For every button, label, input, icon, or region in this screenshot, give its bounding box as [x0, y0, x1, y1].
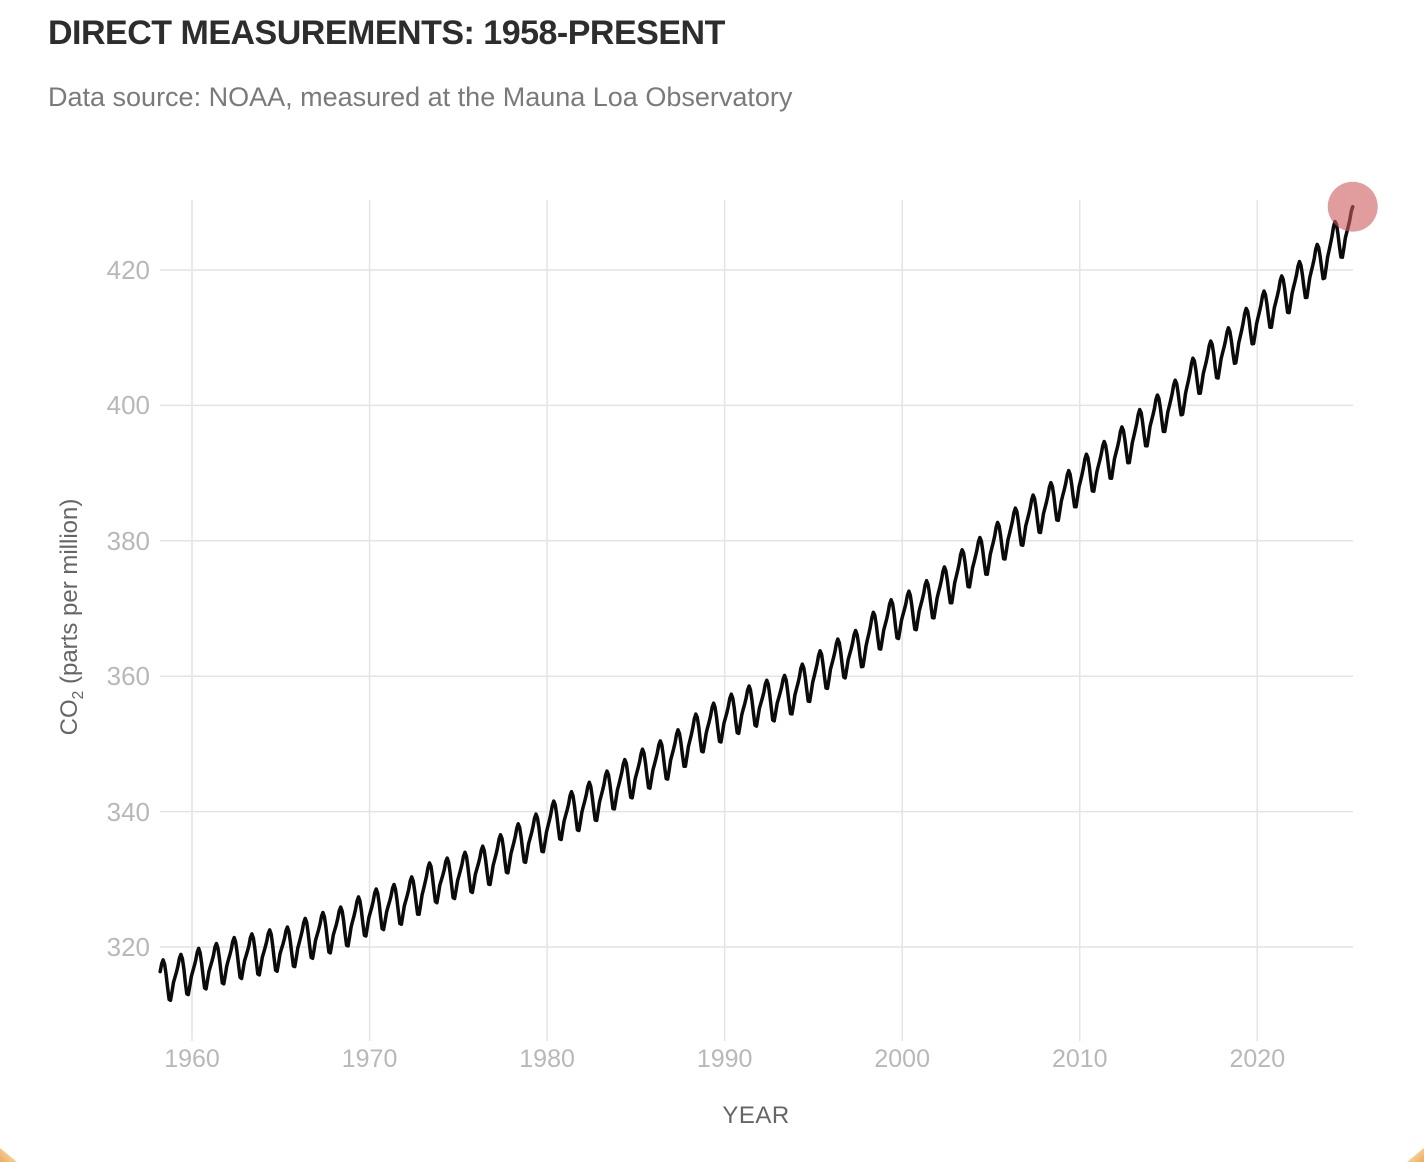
y-axis-title-suffix: (parts per million): [56, 498, 84, 691]
y-axis-title-subscript: 2: [69, 690, 87, 700]
y-axis-title: CO2 (parts per million): [56, 499, 88, 736]
y-tick-label: 360: [106, 661, 150, 692]
data-source-subtitle: Data source: NOAA, measured at the Mauna…: [48, 82, 793, 112]
x-tick-label: 1970: [341, 1045, 398, 1073]
y-tick-label: 320: [106, 932, 150, 962]
x-tick-label: 1960: [164, 1045, 220, 1073]
page-title: DIRECT MEASUREMENTS: 1958-PRESENT: [48, 14, 725, 52]
y-tick-label: 400: [106, 390, 150, 421]
y-tick-label: 380: [106, 525, 150, 556]
x-tick-label: 2020: [1229, 1045, 1286, 1073]
x-tick-label: 1980: [519, 1045, 575, 1073]
x-tick-label: 1990: [696, 1045, 753, 1073]
y-tick-label: 420: [106, 255, 150, 285]
x-axis-title: YEAR: [722, 1102, 790, 1129]
x-tick-label: 2010: [1051, 1045, 1108, 1073]
latest-measurement-endpoint-dot[interactable]: [1327, 181, 1378, 232]
y-axis-title-prefix: CO: [56, 699, 84, 736]
x-tick-label: 2000: [874, 1045, 930, 1073]
co2-series-line: [158, 204, 1355, 1003]
y-tick-label: 340: [106, 796, 150, 827]
